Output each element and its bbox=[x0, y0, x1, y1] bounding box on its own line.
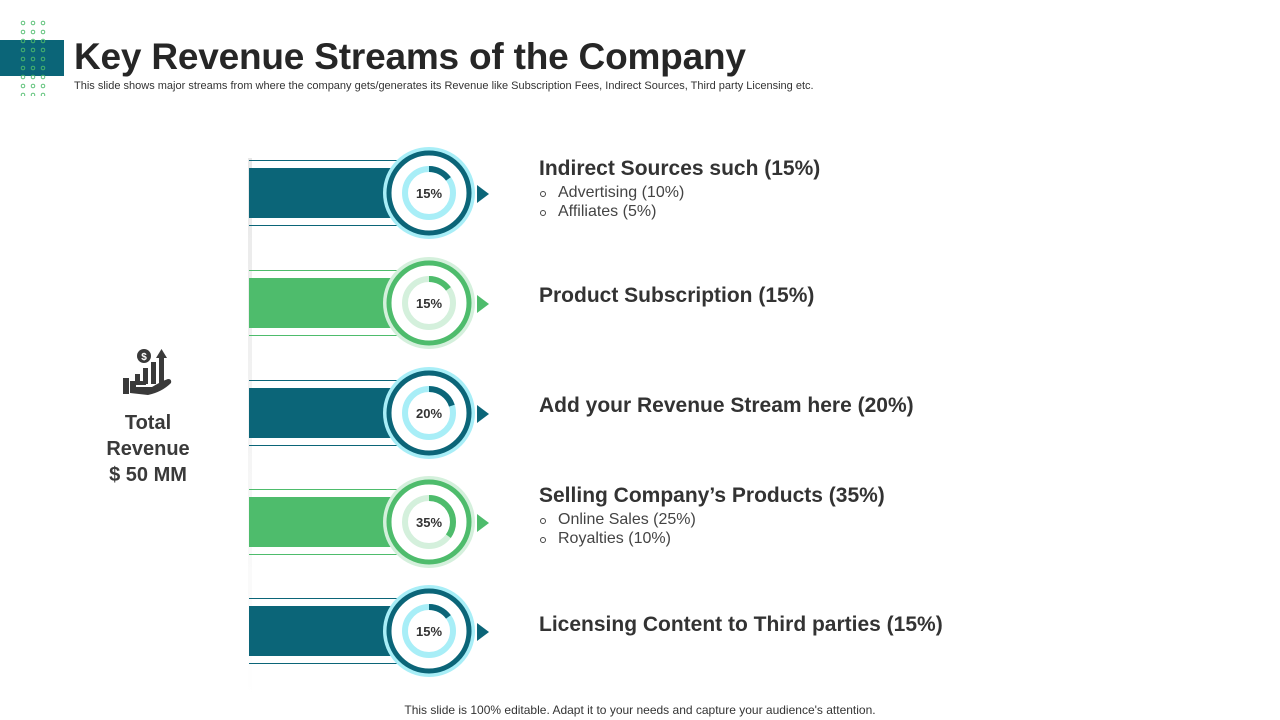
arrow-right-icon bbox=[477, 295, 489, 313]
donut-value-arc bbox=[402, 495, 456, 549]
decor-dot bbox=[20, 74, 26, 80]
revenue-stream-row: 35% bbox=[249, 476, 1009, 589]
decor-dot bbox=[20, 38, 26, 44]
stream-sub-list: Advertising (10%) Affiliates (5%) bbox=[539, 183, 820, 221]
decor-dot bbox=[40, 92, 46, 96]
stream-sub-item: Royalties (10%) bbox=[539, 529, 885, 548]
stream-percentage-donut: 15% bbox=[383, 257, 475, 349]
footer-note: This slide is 100% editable. Adapt it to… bbox=[404, 703, 876, 717]
decor-dot bbox=[40, 47, 46, 53]
decor-dot bbox=[40, 56, 46, 62]
decor-dot bbox=[30, 47, 36, 53]
decor-dot bbox=[30, 38, 36, 44]
stream-description: Product Subscription (15%) bbox=[539, 284, 814, 308]
decor-dot bbox=[30, 83, 36, 89]
page-subtitle: This slide shows major streams from wher… bbox=[74, 80, 814, 92]
donut-value-arc bbox=[402, 166, 456, 220]
decor-dot bbox=[30, 20, 36, 26]
decor-dot bbox=[20, 65, 26, 71]
stream-bar bbox=[249, 278, 409, 328]
decor-dot bbox=[30, 65, 36, 71]
stream-bar bbox=[249, 606, 409, 656]
donut-percentage-label: 15% bbox=[416, 624, 442, 639]
stream-bar-outline bbox=[249, 270, 419, 336]
stream-bar bbox=[249, 388, 409, 438]
stream-heading: Add your Revenue Stream here (20%) bbox=[539, 394, 914, 417]
stream-percentage-donut: 35% bbox=[383, 476, 475, 568]
decor-dot bbox=[20, 56, 26, 62]
page-title: Key Revenue Streams of the Company bbox=[74, 36, 746, 77]
revenue-stream-row: 15% bbox=[249, 257, 1009, 370]
stream-heading: Product Subscription (15%) bbox=[539, 284, 815, 307]
stream-description: Add your Revenue Stream here (20%) bbox=[539, 394, 914, 418]
total-amount: $ 50 MM bbox=[109, 464, 187, 486]
total-revenue-panel: $ Total Revenue $ 50 MM bbox=[88, 348, 208, 488]
stream-bar-outline bbox=[249, 160, 419, 226]
decor-dot bbox=[20, 92, 26, 96]
stream-bar-outline bbox=[249, 380, 419, 446]
decor-dot bbox=[20, 20, 26, 26]
stream-sub-item: Online Sales (25%) bbox=[539, 510, 885, 529]
revenue-growth-hand-icon: $ bbox=[123, 349, 172, 395]
donut-value-arc bbox=[402, 276, 456, 330]
arrow-right-icon bbox=[477, 185, 489, 203]
donut-percentage-label: 20% bbox=[416, 406, 442, 421]
stream-description: Selling Company’s Products (35%) Online S… bbox=[539, 484, 885, 548]
stream-bar bbox=[249, 168, 409, 218]
total-label-line2: Revenue bbox=[106, 438, 190, 460]
decor-dot bbox=[40, 83, 46, 89]
decor-dot bbox=[30, 92, 36, 96]
decor-dot bbox=[30, 56, 36, 62]
stream-percentage-donut: 15% bbox=[383, 585, 475, 677]
stream-sub-list: Online Sales (25%) Royalties (10%) bbox=[539, 510, 885, 548]
stream-sub-item: Affiliates (5%) bbox=[539, 202, 820, 221]
donut-value-arc bbox=[402, 604, 456, 658]
total-label-line1: Total bbox=[124, 412, 172, 434]
arrow-right-icon bbox=[477, 623, 489, 641]
decor-dot bbox=[20, 83, 26, 89]
decor-dot bbox=[30, 74, 36, 80]
stream-description: Licensing Content to Third parties (15%) bbox=[539, 613, 943, 637]
decor-dot bbox=[40, 74, 46, 80]
svg-text:$: $ bbox=[141, 352, 147, 363]
stream-heading: Licensing Content to Third parties (15%) bbox=[539, 613, 943, 636]
stream-heading: Selling Company’s Products (35%) bbox=[539, 484, 885, 507]
revenue-stream-row: 20% bbox=[249, 367, 1009, 480]
stream-percentage-donut: 20% bbox=[383, 367, 475, 459]
donut-percentage-label: 15% bbox=[416, 296, 442, 311]
decor-dot bbox=[20, 47, 26, 53]
decor-dot bbox=[40, 65, 46, 71]
donut-percentage-label: 15% bbox=[416, 186, 442, 201]
decor-dot bbox=[40, 38, 46, 44]
stream-bar bbox=[249, 497, 409, 547]
decor-dot bbox=[40, 20, 46, 26]
donut-percentage-label: 35% bbox=[416, 515, 442, 530]
decor-dot bbox=[40, 29, 46, 35]
revenue-stream-row: 15% bbox=[249, 585, 1009, 698]
stream-sub-item: Advertising (10%) bbox=[539, 183, 820, 202]
revenue-stream-row: 15% bbox=[249, 147, 1009, 260]
stream-bar-outline bbox=[249, 489, 419, 555]
stream-description: Indirect Sources such (15%) Advertising (… bbox=[539, 157, 820, 221]
dot-grid-decoration bbox=[20, 20, 46, 96]
arrow-right-icon bbox=[477, 405, 489, 423]
decor-dot bbox=[20, 29, 26, 35]
stream-percentage-donut: 15% bbox=[383, 147, 475, 239]
stream-bar-outline bbox=[249, 598, 419, 664]
decor-dot bbox=[30, 29, 36, 35]
donut-value-arc bbox=[402, 386, 456, 440]
stream-heading: Indirect Sources such (15%) bbox=[539, 157, 821, 180]
arrow-right-icon bbox=[477, 514, 489, 532]
